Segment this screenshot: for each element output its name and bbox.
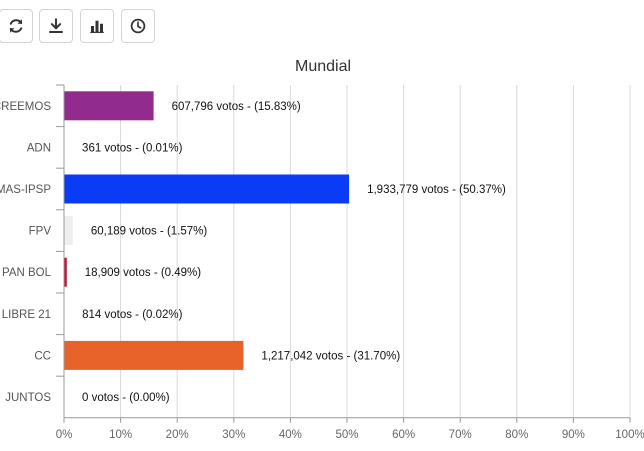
chart-type-button[interactable]	[80, 9, 114, 43]
category-label: LIBRE 21	[2, 309, 51, 321]
x-tick-label: 100%	[615, 429, 644, 441]
bar-data-label: 18,909 votos - (0.49%)	[85, 267, 202, 279]
history-button[interactable]	[121, 9, 155, 43]
bars	[64, 91, 350, 370]
bar[interactable]	[64, 340, 244, 370]
bar-data-label: 60,189 votos - (1.57%)	[91, 226, 208, 238]
category-label: PAN BOL	[2, 267, 52, 279]
refresh-button[interactable]	[0, 9, 33, 43]
x-tick-label: 0%	[56, 429, 73, 441]
bar-chart-icon	[90, 20, 104, 33]
bar-data-label: 1,217,042 votos - (31.70%)	[261, 350, 400, 362]
bar[interactable]	[64, 174, 350, 204]
bar-data-label: 814 votos - (0.02%)	[82, 309, 183, 321]
chart-title: Mundial	[295, 58, 351, 75]
category-label: ADN	[27, 142, 51, 154]
bar[interactable]	[64, 257, 67, 287]
clock-icon	[130, 18, 146, 34]
x-tick-label: 10%	[109, 429, 132, 441]
data-labels: 607,796 votos - (15.83%) 361 votos - (0.0…	[82, 101, 506, 404]
bar[interactable]	[64, 216, 73, 246]
category-labels: CREEMOS ADN MAS-IPSP FPV PAN BOL LIBRE 21 CC JU…	[0, 84, 65, 418]
category-label: CREEMOS	[0, 101, 51, 113]
download-button[interactable]	[39, 9, 73, 43]
bar[interactable]	[64, 91, 154, 121]
bar-data-label: 361 votos - (0.01%)	[82, 142, 183, 154]
download-icon	[49, 18, 63, 33]
bar-data-label: 0 votos - (0.00%)	[82, 392, 170, 404]
x-tick-label: 60%	[392, 429, 415, 441]
category-label: JUNTOS	[5, 392, 51, 404]
x-tick-label: 20%	[166, 429, 189, 441]
grid-lines	[120, 85, 631, 418]
category-label: FPV	[29, 226, 52, 238]
x-tick-label: 50%	[335, 429, 358, 441]
category-label: CC	[34, 350, 51, 362]
x-tick-label: 70%	[449, 429, 472, 441]
x-tick-label: 80%	[505, 429, 528, 441]
bar-data-label: 1,933,779 votos - (50.37%)	[367, 184, 506, 196]
refresh-icon	[9, 19, 23, 33]
x-tick-label: 90%	[562, 429, 585, 441]
x-axis-ticks: 0% 10% 20% 30% 40% 50% 60% 70% 80% 90% 100%	[56, 417, 644, 441]
x-tick-label: 40%	[279, 429, 302, 441]
x-tick-label: 30%	[222, 429, 245, 441]
category-label: MAS-IPSP	[0, 184, 51, 196]
bar-data-label: 607,796 votos - (15.83%)	[172, 101, 301, 113]
